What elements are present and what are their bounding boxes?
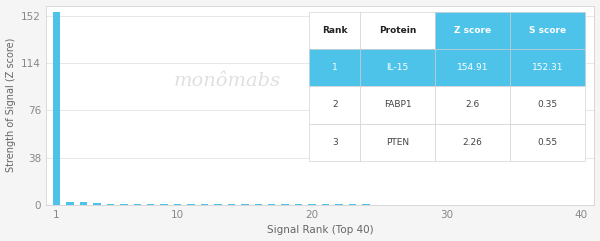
Text: 3: 3 [332, 138, 338, 147]
Bar [309, 49, 360, 86]
Bar [214, 204, 221, 205]
Bar [160, 204, 168, 205]
Bar [228, 204, 235, 205]
Bar [435, 49, 510, 86]
Bar [435, 86, 510, 124]
Text: S score: S score [529, 26, 566, 35]
Bar [254, 204, 262, 205]
Text: 2: 2 [332, 100, 337, 109]
Bar [295, 204, 302, 205]
Bar [510, 12, 585, 49]
Text: 2.6: 2.6 [466, 100, 480, 109]
Bar [349, 204, 356, 205]
X-axis label: Signal Rank (Top 40): Signal Rank (Top 40) [267, 225, 373, 235]
Text: FABP1: FABP1 [384, 100, 412, 109]
Bar [107, 204, 114, 205]
Bar [435, 12, 510, 49]
Bar [67, 202, 74, 205]
Bar [510, 49, 585, 86]
Bar [360, 86, 435, 124]
Bar [510, 86, 585, 124]
Bar [201, 204, 208, 205]
Bar [93, 203, 101, 205]
Bar [268, 204, 275, 205]
Bar [308, 204, 316, 205]
Bar [309, 86, 360, 124]
Bar [134, 204, 141, 205]
Bar [335, 204, 343, 205]
Text: 2.26: 2.26 [463, 138, 482, 147]
Y-axis label: Strength of Signal (Z score): Strength of Signal (Z score) [5, 38, 16, 173]
Text: 0.55: 0.55 [538, 138, 558, 147]
Bar [241, 204, 248, 205]
Text: 152.31: 152.31 [532, 63, 563, 72]
Text: monômabs: monômabs [173, 72, 280, 90]
Bar [80, 202, 87, 205]
Bar [360, 12, 435, 49]
Bar [309, 124, 360, 161]
Bar [53, 12, 61, 205]
Text: IL-15: IL-15 [386, 63, 409, 72]
Bar [281, 204, 289, 205]
Bar [510, 124, 585, 161]
Bar [187, 204, 195, 205]
Text: 1: 1 [332, 63, 338, 72]
Bar [147, 204, 154, 205]
Text: Z score: Z score [454, 26, 491, 35]
Bar [360, 49, 435, 86]
Text: 0.35: 0.35 [538, 100, 558, 109]
Bar [120, 204, 128, 205]
Bar [309, 12, 360, 49]
Text: Protein: Protein [379, 26, 416, 35]
Bar [174, 204, 181, 205]
Bar [322, 204, 329, 205]
Text: 154.91: 154.91 [457, 63, 488, 72]
Bar [360, 124, 435, 161]
Text: PTEN: PTEN [386, 138, 409, 147]
Bar [435, 124, 510, 161]
Text: Rank: Rank [322, 26, 347, 35]
